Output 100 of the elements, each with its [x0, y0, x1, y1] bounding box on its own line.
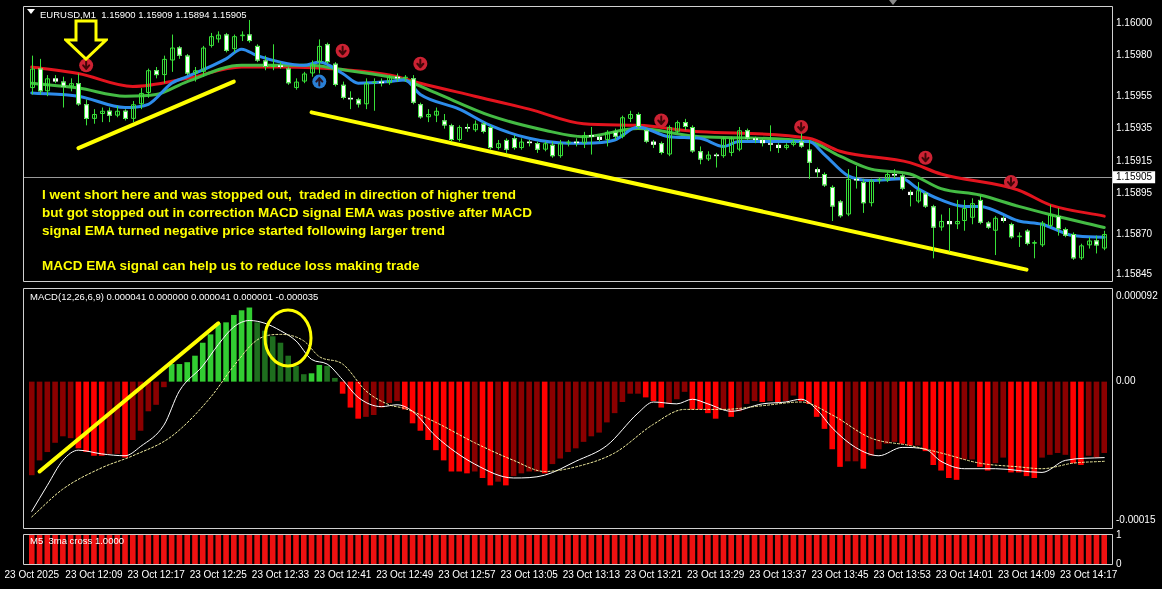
x-tick-label: 23 Oct 12:33 [251, 568, 310, 580]
x-tick-label: 23 Oct 12:09 [65, 568, 124, 580]
candlestick [271, 43, 276, 71]
bar [790, 381, 797, 396]
x-tick-label: 23 Oct 13:21 [624, 568, 683, 580]
bar [1078, 381, 1084, 466]
candlestick [892, 168, 897, 180]
candlestick [861, 178, 866, 214]
candlestick [30, 55, 35, 96]
candlestick [955, 199, 960, 230]
chart-title: EURUSD,M1 1.15900 1.15909 1.15894 1.15905 [40, 8, 247, 20]
bar [293, 365, 299, 382]
candlestick [1040, 220, 1045, 248]
x-tick-label: 23 Oct 12:25 [189, 568, 248, 580]
candlestick [465, 123, 470, 133]
bar [487, 381, 494, 486]
bar [495, 381, 501, 482]
candlestick [1102, 230, 1107, 251]
bar [642, 381, 649, 398]
bar [254, 322, 260, 382]
candlestick [488, 124, 493, 151]
bar [635, 381, 641, 394]
bar [534, 381, 540, 472]
bar [697, 381, 703, 410]
candlestick [768, 124, 773, 152]
bar [370, 381, 377, 415]
bar [977, 381, 983, 467]
candlestick [146, 68, 151, 99]
bar [1015, 381, 1022, 473]
candlestick [247, 19, 252, 44]
x-tick-label: 23 Oct 12:49 [376, 568, 434, 580]
y-tick-label: 0.000092 [1116, 290, 1159, 302]
bar [503, 381, 509, 486]
bar [1101, 381, 1108, 453]
bar [456, 381, 462, 472]
bar [52, 381, 58, 443]
bar [316, 364, 323, 382]
bar [153, 381, 159, 405]
bar [114, 381, 121, 454]
bar [60, 381, 66, 437]
candlestick [729, 136, 734, 157]
y-tick-label: 0 [1116, 557, 1122, 569]
y-tick-label: 1.15915 [1116, 154, 1153, 166]
y-tick-label: 1.15980 [1116, 49, 1153, 61]
y-tick-label: 1.16000 [1116, 16, 1153, 28]
bar [464, 381, 470, 474]
bar [98, 381, 105, 456]
bar [572, 381, 579, 449]
candlestick [185, 53, 190, 76]
candlestick [970, 197, 975, 225]
candlestick [411, 74, 416, 105]
candlestick [61, 76, 66, 109]
candlestick [667, 124, 672, 157]
candlestick [737, 126, 742, 152]
bar [907, 381, 913, 446]
candlestick [916, 181, 921, 204]
bar [526, 381, 532, 472]
x-tick-label: 23 Oct 13:29 [687, 568, 745, 580]
candlestick [162, 55, 167, 84]
bar [565, 381, 571, 453]
bar [899, 381, 905, 444]
candlestick [372, 77, 377, 112]
bar [215, 323, 222, 382]
bar [829, 381, 836, 450]
y-tick-label: 1.15955 [1116, 89, 1153, 101]
annotation: MACD EMA signal can help us to reduce loss making trade [42, 257, 421, 273]
bar [394, 381, 400, 402]
candlestick [76, 72, 81, 107]
bar [192, 355, 198, 382]
y-tick-label: 1.15870 [1116, 227, 1153, 239]
bar [161, 381, 167, 388]
candlestick [139, 87, 144, 110]
bar [1031, 381, 1038, 478]
bar [386, 381, 393, 403]
bar [674, 381, 680, 400]
bar [122, 381, 128, 458]
y-tick-label: -0.00015 [1116, 514, 1156, 526]
candlestick [589, 126, 594, 156]
candlestick [1071, 231, 1076, 261]
bar [946, 381, 952, 478]
bar [837, 381, 843, 467]
bar [332, 377, 338, 382]
bar [627, 381, 633, 394]
candlestick [364, 77, 369, 110]
candlestick [869, 178, 874, 207]
y-tick-label: 1 [1116, 528, 1122, 540]
candlestick [325, 42, 330, 65]
bar [363, 381, 369, 417]
x-tick-label: 23 Oct 12:57 [438, 568, 497, 580]
candlestick [978, 194, 983, 225]
candlestick [457, 124, 462, 143]
bar [176, 364, 183, 382]
candlestick [317, 38, 322, 74]
bar [914, 381, 921, 446]
bar [759, 381, 766, 403]
candlestick [45, 74, 50, 97]
bar [844, 381, 851, 462]
bar [425, 381, 431, 440]
bar [969, 381, 975, 460]
x-tick-label: 23 Oct 13:05 [500, 568, 559, 580]
